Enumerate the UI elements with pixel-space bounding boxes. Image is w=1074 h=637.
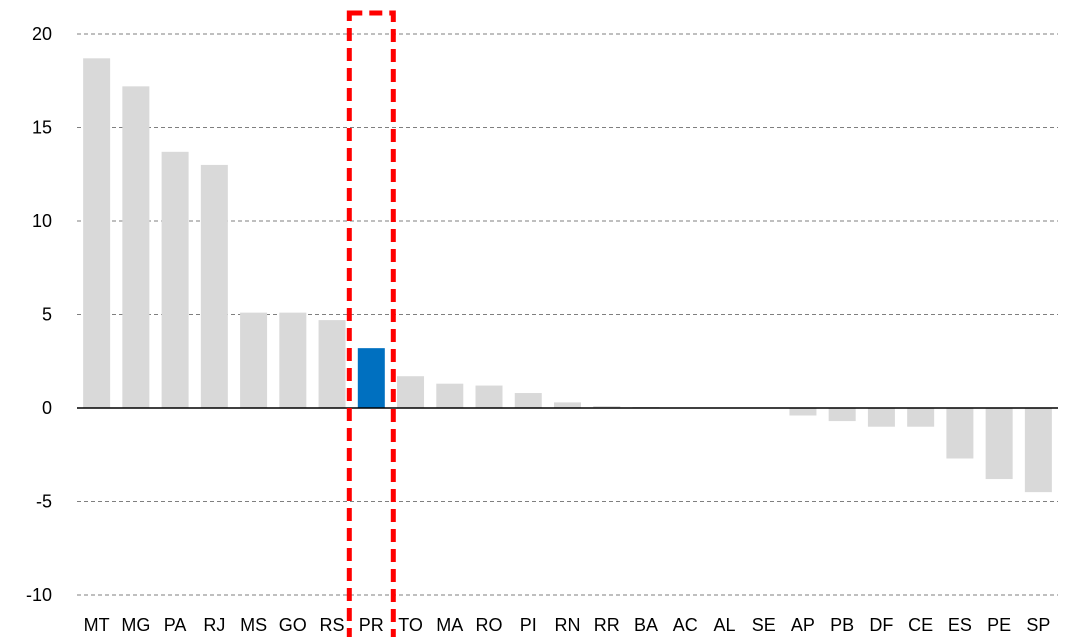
bar-ms xyxy=(240,312,268,408)
x-tick-label: PE xyxy=(987,615,1011,635)
bar-pi xyxy=(514,393,542,408)
bar-ma xyxy=(436,383,464,408)
bar-ap xyxy=(789,408,817,416)
x-tick-label: SE xyxy=(752,615,776,635)
bar-rn xyxy=(554,402,581,408)
x-tick-label: AC xyxy=(673,615,698,635)
bar-rj xyxy=(200,164,228,408)
highlight-annotation xyxy=(346,10,396,637)
y-axis-ticks: 20 15 10 5 0 -5 -10 xyxy=(26,24,52,605)
x-tick-label: BA xyxy=(634,615,658,635)
x-tick-label: PA xyxy=(164,615,187,635)
x-tick-label: TO xyxy=(398,615,423,635)
x-tick-label: MA xyxy=(436,615,463,635)
x-tick-label: DF xyxy=(869,615,893,635)
bar-to xyxy=(397,376,425,408)
highlight-box xyxy=(346,10,396,637)
x-tick-label: RO xyxy=(476,615,503,635)
bars xyxy=(83,58,1052,493)
bar-pr xyxy=(357,348,385,408)
x-tick-label: MG xyxy=(121,615,150,635)
x-tick-label: CE xyxy=(908,615,933,635)
bar-ro xyxy=(475,385,503,408)
y-tick-label: 0 xyxy=(42,398,52,418)
bar-mg xyxy=(122,86,150,409)
bar-pa xyxy=(161,151,189,408)
x-tick-label: SP xyxy=(1026,615,1050,635)
bar-mt xyxy=(83,58,111,409)
x-axis-ticks: MT MG PA RJ MS GO RS PR TO MA RO PI RN RR BA AC AL SE AP PB… xyxy=(84,615,1051,635)
y-tick-label: 5 xyxy=(42,305,52,325)
x-tick-label: PR xyxy=(359,615,384,635)
y-tick-label: -5 xyxy=(36,492,52,512)
x-tick-label: AL xyxy=(713,615,735,635)
y-tick-label: -10 xyxy=(26,585,52,605)
x-tick-label: RN xyxy=(555,615,581,635)
bar-rs xyxy=(318,320,346,408)
x-tick-label: ES xyxy=(948,615,972,635)
x-tick-label: PB xyxy=(830,615,854,635)
x-tick-label: AP xyxy=(791,615,815,635)
x-tick-label: RJ xyxy=(203,615,225,635)
y-tick-label: 10 xyxy=(32,211,52,231)
bar-pb xyxy=(828,408,856,422)
x-tick-label: GO xyxy=(279,615,307,635)
y-tick-label: 20 xyxy=(32,24,52,44)
bar-ce xyxy=(907,408,935,427)
bar-go xyxy=(279,312,307,408)
y-tick-label: 15 xyxy=(32,118,52,138)
x-tick-label: MS xyxy=(240,615,267,635)
bar-sp xyxy=(1024,408,1052,493)
x-tick-label: PI xyxy=(520,615,537,635)
bar-df xyxy=(867,408,895,427)
x-tick-label: MT xyxy=(84,615,110,635)
bar-pe xyxy=(985,408,1013,480)
x-tick-label: RR xyxy=(594,615,620,635)
x-tick-label: RS xyxy=(320,615,345,635)
bar-es xyxy=(946,408,974,459)
bar-rr xyxy=(593,406,621,408)
